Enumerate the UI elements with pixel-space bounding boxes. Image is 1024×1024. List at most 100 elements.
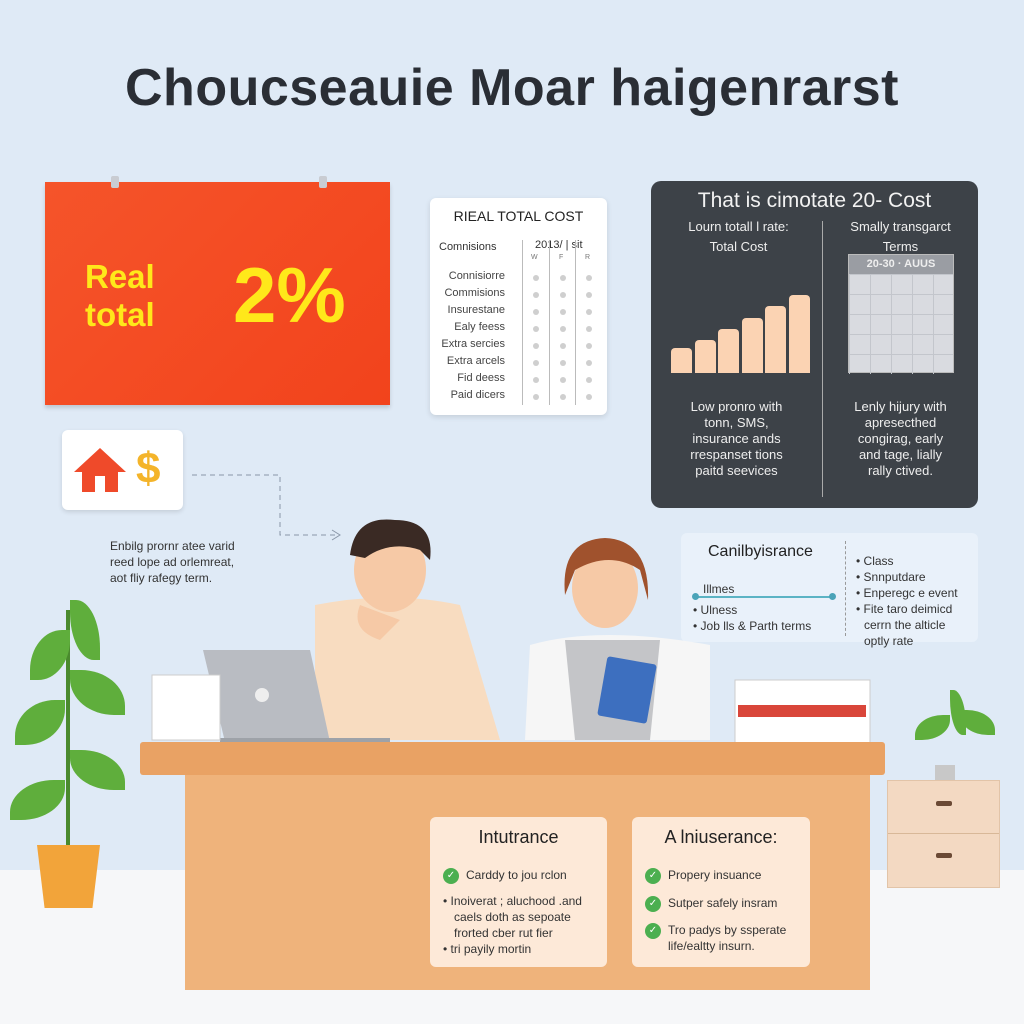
table-dot [560, 292, 566, 298]
check-item: ✓ Sutper safely insram [645, 895, 777, 912]
table-dot [560, 326, 566, 332]
page-title: Choucseauie Moar haigenrarst [125, 59, 899, 117]
insurance-card: A lniuserance: ✓ Propery insuance ✓ Sutper… [632, 817, 810, 967]
table-dot [533, 292, 539, 298]
bullet-item: • Inoiverat ; aluchood .and [443, 894, 582, 908]
check-icon: ✓ [645, 867, 661, 884]
bar [788, 295, 810, 373]
desc-line: and tage, lially [858, 447, 943, 462]
drawer-handle [936, 801, 952, 806]
timeline [695, 596, 835, 598]
row-label: Extra sercies [441, 338, 505, 350]
man-figure [315, 519, 500, 740]
table-dot [533, 326, 539, 332]
calendar-cells [849, 274, 953, 374]
bullet-text: frorted cber rut fier [454, 926, 553, 940]
right-subheading: Terms [882, 239, 919, 254]
list-item: • Snnputdare [856, 570, 926, 584]
pin-icon [111, 176, 119, 188]
list-item: • Fite taro deimicd [856, 602, 953, 616]
list-item-text: Fite taro deimicd [863, 602, 953, 616]
table-dot [560, 275, 566, 281]
info-card: Canilbyisrance Illmes • Ulness • Job lls… [681, 533, 978, 648]
insurance-card: Intutrance ✓ Carddy to jou rclon • Inoive… [430, 817, 607, 967]
list-item-text: Snnputdare [863, 570, 926, 584]
comparison-panel: That is cimotate 20- Cost Lourn totall l… [651, 181, 978, 508]
card-title: Intutrance [478, 827, 559, 847]
bullet-text: Inoiverat ; aluchood .and [450, 894, 582, 908]
note-line: aot fliy rafegy term. [110, 571, 213, 585]
divider [845, 541, 846, 636]
sub-header: R [585, 254, 591, 261]
desc-line: rrespanset tions [690, 447, 783, 462]
dashed-connector [192, 474, 341, 541]
check-icon: ✓ [443, 867, 459, 884]
desc-line: apresecthed [864, 415, 937, 430]
table-dot [586, 343, 592, 349]
left-heading: Lourn totall l rate: [688, 219, 789, 234]
info-card-title: Canilbyisrance [708, 543, 813, 560]
dollar-icon: $ [136, 444, 161, 493]
list-item: optly rate [864, 634, 914, 648]
card-title: A lniuserance: [664, 827, 778, 847]
desc-line: congirag, early [857, 431, 944, 446]
list-item-text: Class [863, 554, 894, 568]
table-dot [586, 275, 592, 281]
bar [694, 340, 716, 373]
calendar-header: 20-30 · AUUS [849, 255, 953, 274]
list-item: • Class [856, 554, 894, 568]
woman-figure [525, 538, 710, 740]
table-dot [586, 292, 592, 298]
table-row: Fid deess [430, 372, 607, 389]
divider [522, 240, 523, 405]
table-dot [586, 377, 592, 383]
right-description: Lenly hijury with apresecthed congirag, … [823, 399, 978, 479]
row-label: Commisions [444, 287, 505, 299]
desc-line: Low pronro with [690, 399, 783, 414]
table-dot [586, 394, 592, 400]
bar [671, 348, 692, 373]
note-line: reed lope ad orlemreat, [110, 555, 235, 569]
year-header: 2013/ | sit [535, 239, 583, 251]
cost-table-title: RIEAL TOTAL COST [453, 208, 584, 224]
sub-header: F [559, 254, 564, 261]
plant-right [915, 690, 995, 780]
desc-line: Lenly hijury with [854, 399, 947, 414]
table-dot [560, 394, 566, 400]
divider [822, 221, 823, 497]
table-row: Extra arcels [430, 355, 607, 372]
check-item-text: Tro padys by ssperate [668, 923, 787, 937]
paper-stacks [151, 674, 871, 749]
table-dot [586, 309, 592, 315]
bar [765, 306, 786, 373]
table-row: Insurestane [430, 304, 607, 321]
table-dot [560, 309, 566, 315]
table-dot [533, 343, 539, 349]
check-item: ✓ Carddy to jou rclon [443, 867, 567, 884]
check-item-text: life/ealtty insurn. [668, 939, 755, 953]
people-illustration [151, 519, 871, 749]
table-dot [560, 343, 566, 349]
right-list: • Class • Snnputdare • Enperegc e event … [856, 553, 958, 649]
bar [718, 329, 739, 373]
check-item-text: Propery insuance [668, 868, 762, 882]
list-item: • Enperegc e event [856, 586, 958, 600]
bullet-item: • tri payily mortin [443, 942, 532, 956]
banner-label-line2: total [85, 296, 155, 333]
banner-label: Real total [85, 258, 155, 334]
table-dot [533, 394, 539, 400]
list-item: • Ulness [693, 603, 738, 617]
right-heading: Smally transgarct [850, 219, 951, 234]
divider [575, 240, 576, 405]
table-row: Ealy feess [430, 321, 607, 338]
row-label: Ealy feess [454, 321, 505, 333]
table-dot [586, 326, 592, 332]
desc-line: paitd seevices [695, 463, 778, 478]
timeline-dot [692, 593, 699, 600]
plant-left [10, 590, 130, 850]
table-dot [533, 309, 539, 315]
panel-title: That is cimotate 20- Cost [697, 189, 932, 212]
left-list: • Ulness • Job lls & Parth terms [693, 602, 811, 634]
row-label: Connisiorre [448, 270, 505, 282]
timeline-dot [829, 593, 836, 600]
